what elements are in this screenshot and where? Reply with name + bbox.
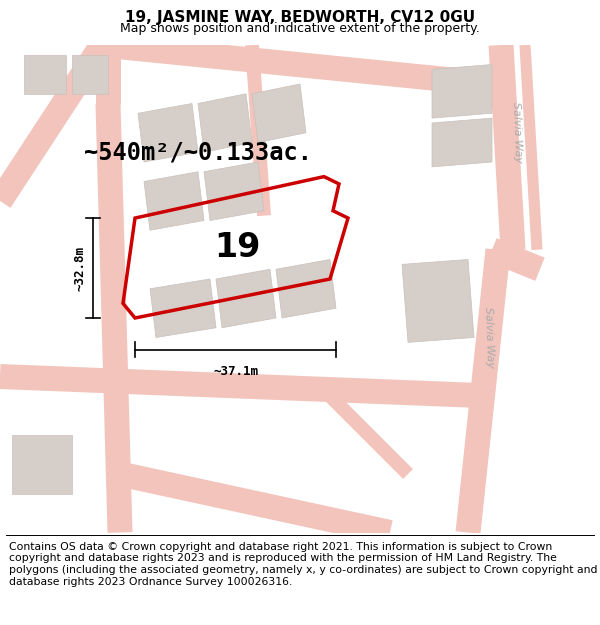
Text: 19, JASMINE WAY, BEDWORTH, CV12 0GU: 19, JASMINE WAY, BEDWORTH, CV12 0GU xyxy=(125,10,475,25)
Polygon shape xyxy=(432,64,492,118)
Polygon shape xyxy=(198,94,252,152)
Text: ~37.1m: ~37.1m xyxy=(213,365,258,378)
Polygon shape xyxy=(138,104,198,162)
Text: Map shows position and indicative extent of the property.: Map shows position and indicative extent… xyxy=(120,22,480,35)
Polygon shape xyxy=(72,55,108,94)
Polygon shape xyxy=(12,435,72,494)
Text: Contains OS data © Crown copyright and database right 2021. This information is : Contains OS data © Crown copyright and d… xyxy=(9,542,598,586)
Text: Salvia Way: Salvia Way xyxy=(483,307,495,368)
Text: ~32.8m: ~32.8m xyxy=(73,246,86,291)
Polygon shape xyxy=(402,259,474,343)
Polygon shape xyxy=(24,55,66,94)
Polygon shape xyxy=(252,84,306,142)
Text: 19: 19 xyxy=(214,231,260,264)
Text: Salvia Way: Salvia Way xyxy=(511,102,523,164)
Polygon shape xyxy=(150,279,216,338)
Text: ~540m²/~0.133ac.: ~540m²/~0.133ac. xyxy=(84,140,312,164)
Polygon shape xyxy=(432,118,492,167)
Polygon shape xyxy=(144,172,204,230)
Polygon shape xyxy=(216,269,276,328)
Polygon shape xyxy=(276,259,336,318)
Polygon shape xyxy=(204,162,264,221)
